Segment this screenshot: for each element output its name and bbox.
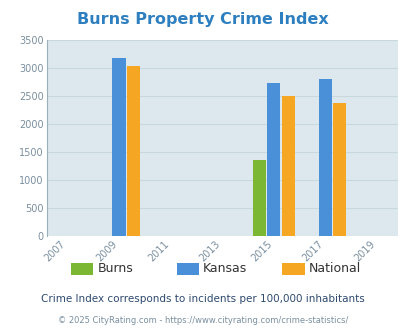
Bar bbox=[126, 66, 139, 236]
Bar bbox=[318, 80, 331, 236]
Text: Kansas: Kansas bbox=[202, 262, 247, 276]
Text: © 2025 CityRating.com - https://www.cityrating.com/crime-statistics/: © 2025 CityRating.com - https://www.city… bbox=[58, 315, 347, 325]
Bar bbox=[281, 96, 294, 236]
Bar bbox=[253, 160, 266, 236]
Bar bbox=[333, 103, 345, 236]
Bar bbox=[267, 83, 280, 236]
Text: Crime Index corresponds to incidents per 100,000 inhabitants: Crime Index corresponds to incidents per… bbox=[41, 294, 364, 304]
Text: Burns: Burns bbox=[97, 262, 133, 276]
Text: National: National bbox=[308, 262, 360, 276]
Text: Burns Property Crime Index: Burns Property Crime Index bbox=[77, 12, 328, 26]
Bar bbox=[112, 57, 125, 236]
